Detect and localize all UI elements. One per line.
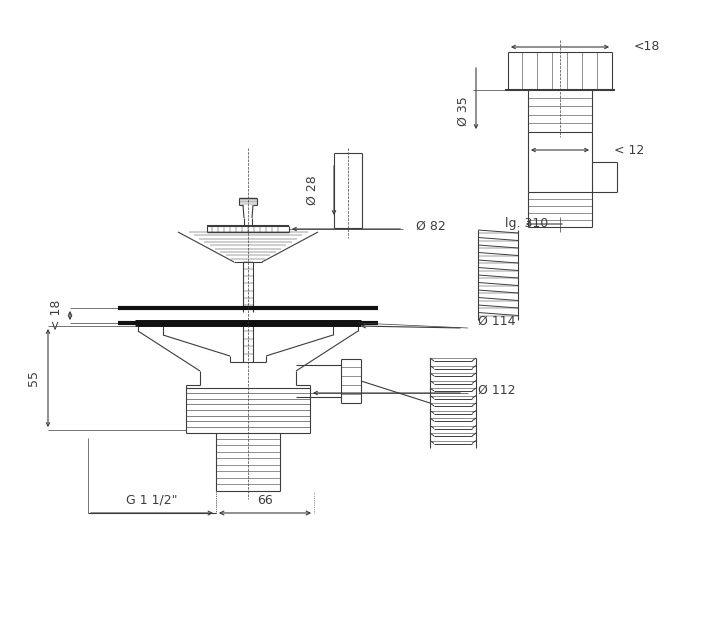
Text: 66: 66 [257,494,273,507]
Text: <18: <18 [634,40,660,53]
Text: Ø 28: Ø 28 [306,175,318,205]
Text: lg. 310: lg. 310 [505,218,548,231]
Text: < 18: < 18 [50,300,62,330]
Text: Ø 114: Ø 114 [478,314,515,327]
Text: G 1 1/2": G 1 1/2" [126,494,178,507]
Text: Ø 112: Ø 112 [478,384,515,397]
Text: Ø 82: Ø 82 [416,219,446,232]
Text: < 12: < 12 [614,143,644,156]
Text: Ø 35: Ø 35 [456,96,470,126]
Text: 55: 55 [27,370,41,386]
